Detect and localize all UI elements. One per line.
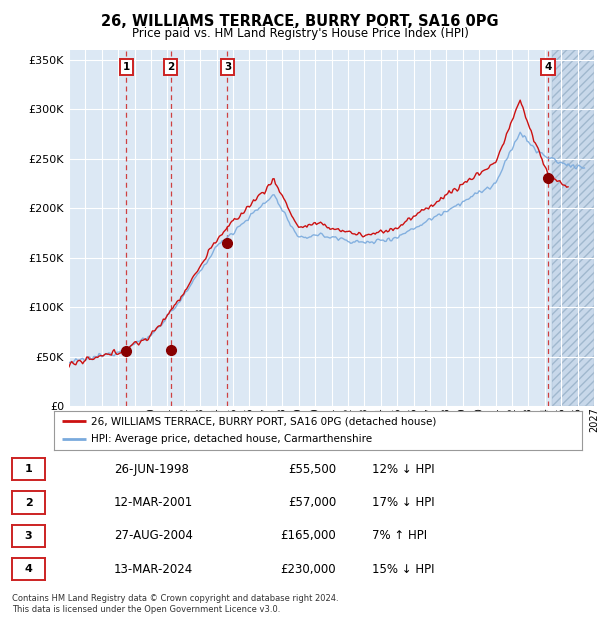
- Text: 4: 4: [544, 62, 551, 72]
- Text: 15% ↓ HPI: 15% ↓ HPI: [372, 563, 434, 576]
- Text: £55,500: £55,500: [288, 463, 336, 476]
- Text: Contains HM Land Registry data © Crown copyright and database right 2024.
This d: Contains HM Land Registry data © Crown c…: [12, 595, 338, 614]
- Text: 1: 1: [25, 464, 32, 474]
- Text: 1: 1: [122, 62, 130, 72]
- Text: 26, WILLIAMS TERRACE, BURRY PORT, SA16 0PG: 26, WILLIAMS TERRACE, BURRY PORT, SA16 0…: [101, 14, 499, 29]
- Text: £230,000: £230,000: [280, 563, 336, 576]
- Text: 7% ↑ HPI: 7% ↑ HPI: [372, 529, 427, 542]
- Text: 2: 2: [25, 498, 32, 508]
- Text: £165,000: £165,000: [280, 529, 336, 542]
- Text: 26-JUN-1998: 26-JUN-1998: [114, 463, 189, 476]
- Bar: [551, 50, 594, 406]
- Text: 2: 2: [167, 62, 174, 72]
- Text: 3: 3: [25, 531, 32, 541]
- Text: 17% ↓ HPI: 17% ↓ HPI: [372, 496, 434, 509]
- Text: 12% ↓ HPI: 12% ↓ HPI: [372, 463, 434, 476]
- Text: 3: 3: [224, 62, 231, 72]
- Text: Price paid vs. HM Land Registry's House Price Index (HPI): Price paid vs. HM Land Registry's House …: [131, 27, 469, 40]
- Text: £57,000: £57,000: [288, 496, 336, 509]
- Bar: [551, 50, 594, 406]
- Text: 12-MAR-2001: 12-MAR-2001: [114, 496, 193, 509]
- Text: HPI: Average price, detached house, Carmarthenshire: HPI: Average price, detached house, Carm…: [91, 434, 372, 444]
- Text: 27-AUG-2004: 27-AUG-2004: [114, 529, 193, 542]
- Text: 4: 4: [25, 564, 32, 574]
- Text: 26, WILLIAMS TERRACE, BURRY PORT, SA16 0PG (detached house): 26, WILLIAMS TERRACE, BURRY PORT, SA16 0…: [91, 417, 436, 427]
- Text: 13-MAR-2024: 13-MAR-2024: [114, 563, 193, 576]
